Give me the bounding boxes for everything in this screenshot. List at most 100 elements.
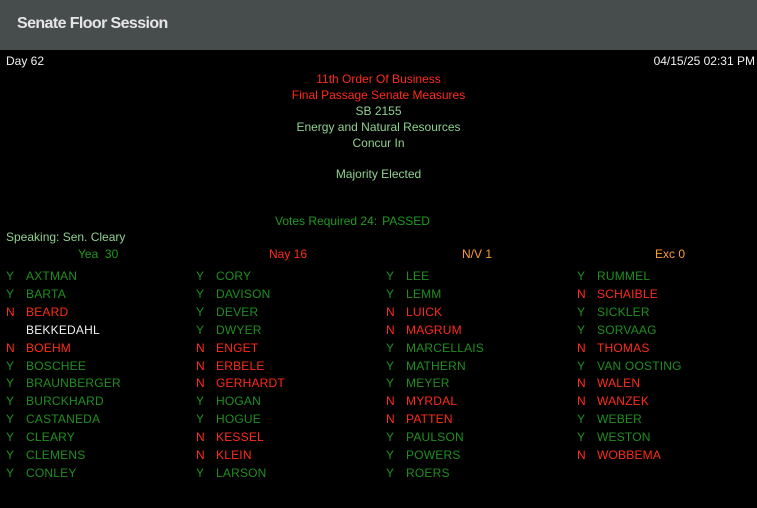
vote-mark: Y [386,358,395,373]
requirement: Majority Elected [335,167,422,181]
senator-name: KESSEL [216,430,264,445]
vote-mark: Y [196,465,205,480]
senator-row: Y MATHERN [386,359,566,374]
vote-mark: Y [6,394,15,409]
senator-name: BEARD [26,304,69,319]
vote-mark: Y [196,412,205,427]
senator-row: Y CASTANEDA [6,412,186,427]
senator-row: N KESSEL [196,430,376,445]
senator-row: Y SORVAAG [577,323,757,338]
senator-name: CLEMENS [26,448,86,462]
senator-name: CLEARY [26,430,76,445]
vote-mark: Y [6,448,15,462]
senator-row: N BEARD [6,305,186,320]
vote-mark: Y [386,376,395,391]
nay-count: Nay 16 [269,247,308,261]
yea-count: Yea 30 [78,247,119,261]
senator-row: Y WESTON [577,430,757,445]
senator-row: N WANZEK [577,394,757,409]
votes-required-line: Votes Required 24: PASSED [275,214,430,228]
page-title: Senate Floor Session [17,15,168,32]
senator-row: Y CLEMENS [6,448,186,463]
senator-name: LARSON [216,465,267,480]
senator-row: N WOBBEMA [577,448,757,463]
senator-row: Y LEE [386,269,566,284]
senator-name: WEBER [597,412,643,427]
senator-name: MATHERN [406,358,466,373]
vote-mark: N [577,448,586,462]
vote-mark: N [577,286,586,301]
senator-row: N GERHARDT [196,376,376,391]
senator-name: HOGAN [216,394,262,409]
vote-mark: N [386,394,395,409]
vote-mark: N [577,376,586,391]
senator-name: SCHAIBLE [597,286,658,301]
senator-name: WOBBEMA [597,448,662,462]
vote-mark: N [196,376,205,391]
senator-row: Y DEVER [196,305,376,320]
excused-count: Exc 0 [655,247,686,261]
senator-name: HOGUE [216,412,262,427]
senator-name: CASTANEDA [26,412,101,427]
senator-name: GERHARDT [216,376,285,391]
vote-mark: N [196,340,205,355]
senator-row: Y PAULSON [386,430,566,445]
senator-row: Y AXTMAN [6,269,186,284]
senator-name: BEKKEDAHL [26,322,100,337]
senator-row: Y WEBER [577,412,757,427]
senator-name: MAGRUM [406,322,462,337]
vote-mark: Y [577,412,586,427]
senator-row: Y DWYER [196,323,376,338]
senator-name: BRAUNBERGER [26,376,121,391]
vote-mark: Y [6,412,15,427]
senator-row: Y HOGAN [196,394,376,409]
senator-row: Y CONLEY [6,466,186,481]
vote-mark: Y [196,322,205,337]
business-type: Final Passage Senate Measures [291,88,466,102]
senator-name: ROERS [406,465,450,480]
senator-name: MEYER [406,376,450,391]
vote-mark: Y [386,340,395,355]
vote-mark: N [386,322,395,337]
action: Concur In [352,136,405,150]
senator-row: Y CORY [196,269,376,284]
senator-row: Y MEYER [386,376,566,391]
vote-mark: N [196,358,205,373]
senator-row: N SCHAIBLE [577,287,757,302]
senator-name: THOMAS [597,340,650,355]
senator-name: CORY [216,269,252,283]
vote-mark: Y [196,269,205,283]
senator-name: SICKLER [597,304,650,319]
senator-row: Y BURCKHARD [6,394,186,409]
order-of-business: 11th Order Of Business [316,72,441,86]
senator-name: MYRDAL [406,394,458,409]
title-bar: Senate Floor Session [0,0,757,50]
senator-name: ENGET [216,340,259,355]
vote-mark: Y [6,286,15,301]
vote-mark: Y [577,430,586,445]
session-datetime: 04/15/25 02:31 PM [653,54,755,68]
senator-row: Y LARSON [196,466,376,481]
senator-name: BURCKHARD [26,394,104,409]
vote-mark: Y [386,465,395,480]
senator-name: POWERS [406,448,461,462]
senator-name: LEMM [406,286,442,301]
senator-row: N ENGET [196,341,376,356]
senator-row: Y MARCELLAIS [386,341,566,356]
vote-mark: Y [386,430,395,445]
vote-mark: N [577,394,586,409]
vote-mark: Y [6,376,15,391]
vote-result: PASSED [382,214,430,228]
vote-mark: Y [386,269,395,283]
vote-mark: N [386,412,395,427]
senator-row: Y SICKLER [577,305,757,320]
senator-name: PATTEN [406,412,453,427]
vote-mark: Y [577,322,586,337]
senator-name: LEE [406,269,430,283]
senator-name: AXTMAN [26,269,78,283]
senator-name: RUMMEL [597,269,651,283]
vote-mark: N [196,448,205,462]
vote-mark: Y [196,394,205,409]
senator-row: Y DAVISON [196,287,376,302]
vote-mark: Y [577,358,586,373]
